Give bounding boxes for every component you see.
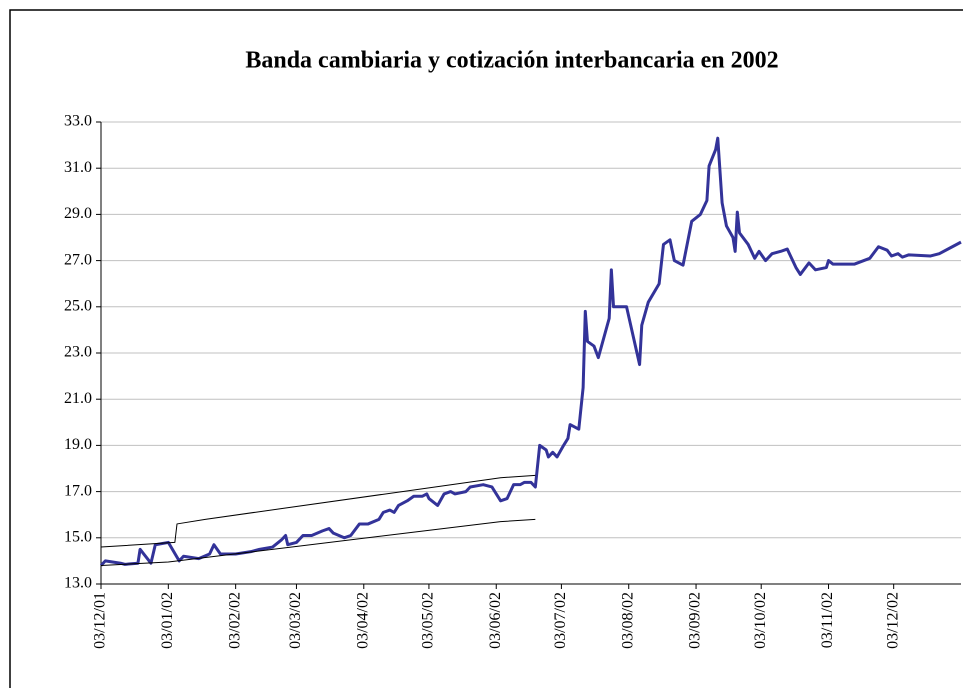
x-tick-label: 03/12/01 [92,592,109,649]
y-tick-label: 19.0 [64,436,92,453]
x-tick-label: 03/09/02 [687,592,704,649]
y-tick-label: 29.0 [64,205,92,222]
series-line [100,474,536,548]
x-tick-label: 03/03/02 [287,592,304,649]
x-tick-label: 03/04/02 [354,592,371,649]
series-line [99,136,962,567]
y-tick-label: 13.0 [64,575,92,592]
x-tick-label: 03/02/02 [226,592,243,649]
x-tick-label: 03/12/02 [884,592,901,649]
chart-frame [9,9,963,688]
y-tick-label: 17.0 [64,482,92,499]
x-tick-label: 03/05/02 [420,592,437,649]
y-tick-label: 23.0 [64,344,92,361]
x-tick-label: 03/01/02 [159,592,176,649]
chart-title: Banda cambiaria y cotización interbancar… [245,48,778,74]
y-tick-label: 15.0 [64,528,92,545]
y-tick-label: 31.0 [64,159,92,176]
series-line [100,518,536,567]
y-tick-label: 21.0 [64,390,92,407]
x-tick-label: 03/10/02 [752,592,769,649]
y-tick-label: 25.0 [64,297,92,314]
y-tick-label: 33.0 [64,113,92,130]
x-tick-label: 03/07/02 [552,592,569,649]
x-tick-label: 03/11/02 [819,592,836,648]
y-tick-label: 27.0 [64,251,92,268]
x-tick-label: 03/08/02 [619,592,636,649]
x-tick-label: 03/06/02 [487,592,504,649]
